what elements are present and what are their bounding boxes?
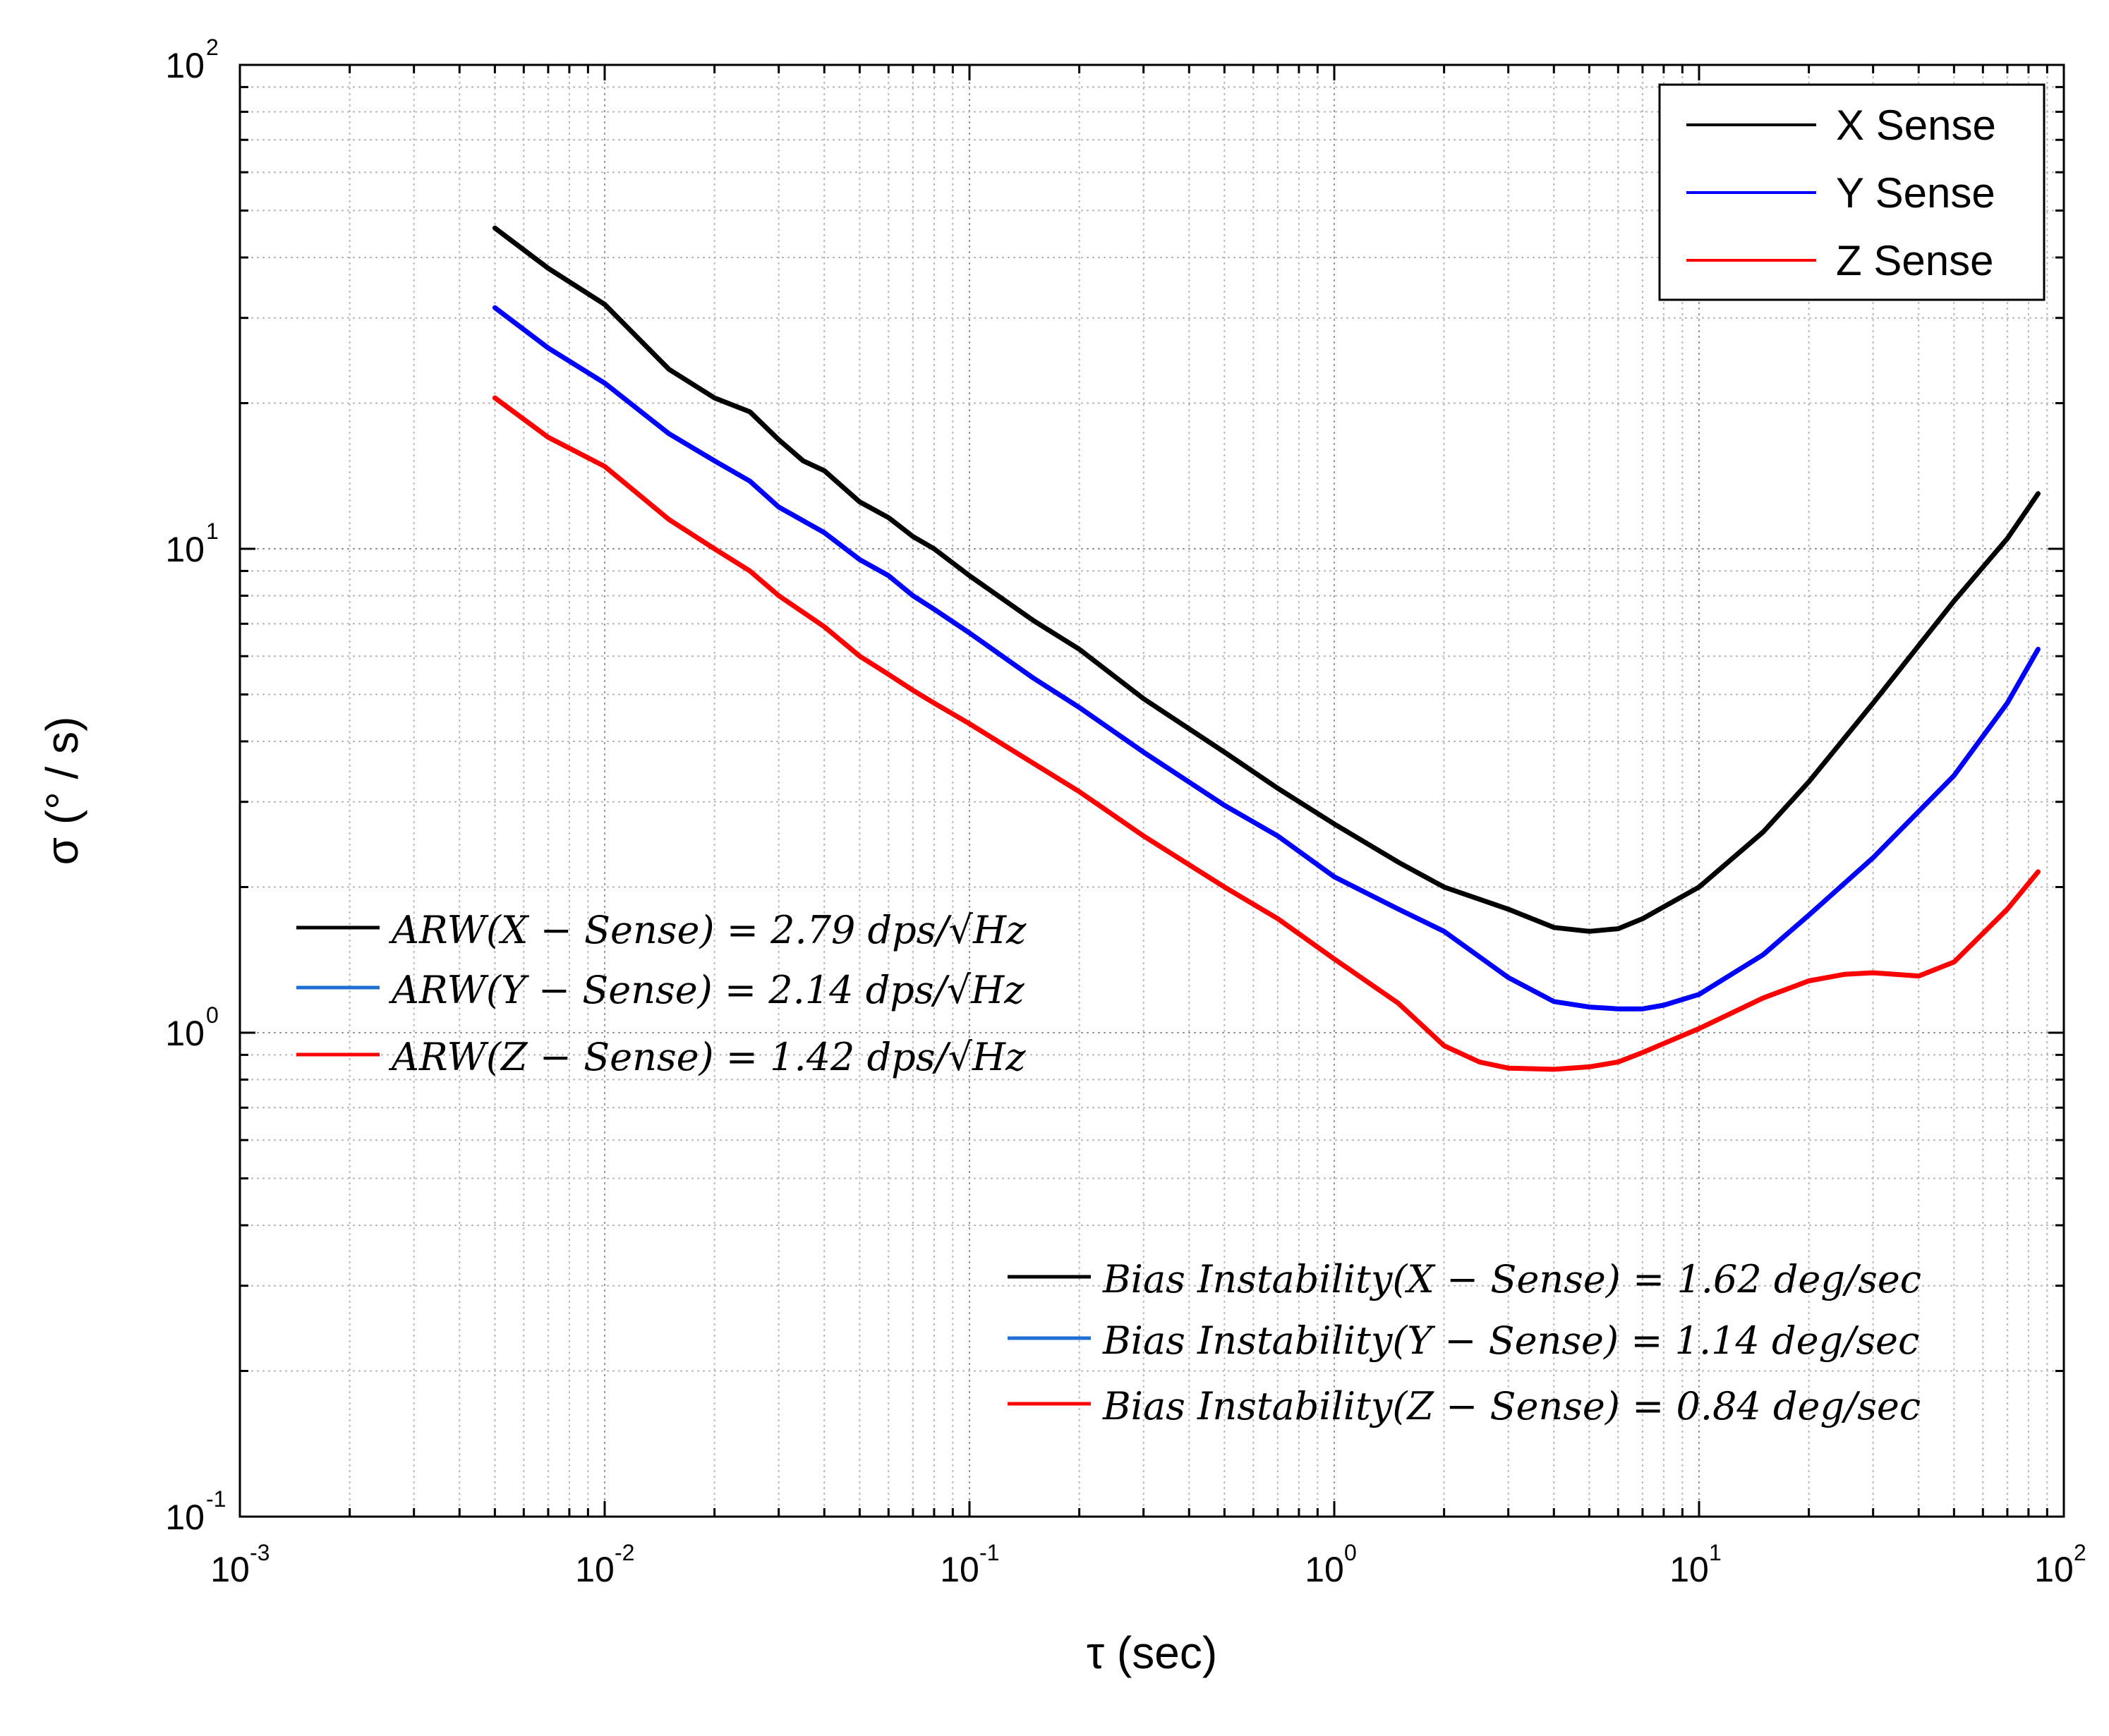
x-tick-exponent: -2 bbox=[615, 1540, 634, 1565]
x-tick-exponent: 2 bbox=[2074, 1540, 2086, 1565]
y-tick-label: 10 bbox=[165, 1014, 205, 1053]
legend-entry: Y Sense bbox=[1836, 169, 1995, 217]
legend-entry: Z Sense bbox=[1836, 237, 1993, 284]
y-axis-label: σ (° / s) bbox=[37, 717, 87, 866]
annotation-text: Bias Instability(Z − Sense) = 0.84 deg/s… bbox=[1102, 1384, 1921, 1428]
x-tick-exponent: -3 bbox=[250, 1540, 270, 1565]
series-line-x-sense bbox=[492, 225, 2041, 934]
y-tick-exponent: 0 bbox=[206, 1002, 219, 1028]
annotation-text: ARW(Z − Sense) = 1.42 dps/√Hz bbox=[388, 1035, 1026, 1079]
y-tick-label: 10 bbox=[165, 530, 205, 569]
y-tick-label: 10 bbox=[165, 46, 205, 85]
x-tick-exponent: 1 bbox=[1709, 1540, 1722, 1565]
annotations: ARW(X − Sense) = 2.79 dps/√Hz ARW(Y − Sen… bbox=[296, 908, 1921, 1428]
annotation-text: Bias Instability(Y − Sense) = 1.14 deg/s… bbox=[1102, 1318, 1919, 1363]
plot-border bbox=[238, 63, 2065, 1518]
annotation-text: Bias Instability(X − Sense) = 1.62 deg/s… bbox=[1102, 1257, 1921, 1301]
tick-labels: 10 -3 10 -2 10 -1 10 0 10 1 10 210 -110 010 110 2 bbox=[165, 35, 2086, 1589]
x-tick-label: 10 bbox=[1305, 1550, 1344, 1589]
y-tick-exponent: 1 bbox=[206, 518, 219, 544]
x-tick-label: 10 bbox=[1669, 1550, 1709, 1589]
annotation-text: ARW(Y − Sense) = 2.14 dps/√Hz bbox=[388, 968, 1025, 1012]
legend-entry: X Sense bbox=[1836, 102, 1996, 149]
series-line-z-sense bbox=[492, 395, 2041, 1072]
plot-frame bbox=[238, 63, 2065, 1518]
x-tick-label: 10 bbox=[210, 1550, 250, 1589]
x-axis-label: τ (sec) bbox=[1087, 1627, 1217, 1678]
series-line-y-sense bbox=[492, 305, 2041, 1012]
y-tick-exponent: -1 bbox=[206, 1486, 226, 1512]
x-tick-label: 10 bbox=[940, 1550, 979, 1589]
y-tick-label: 10 bbox=[165, 1498, 205, 1537]
x-tick-label: 10 bbox=[2034, 1550, 2074, 1589]
x-tick-exponent: 0 bbox=[1344, 1540, 1357, 1565]
x-tick-label: 10 bbox=[575, 1550, 615, 1589]
annotation-text: ARW(X − Sense) = 2.79 dps/√Hz bbox=[388, 908, 1027, 952]
y-tick-exponent: 2 bbox=[206, 35, 219, 60]
legend: X Sense Y Sense Z Sense bbox=[1658, 83, 2045, 301]
series-lines bbox=[492, 225, 2041, 1072]
x-tick-exponent: -1 bbox=[979, 1540, 999, 1565]
